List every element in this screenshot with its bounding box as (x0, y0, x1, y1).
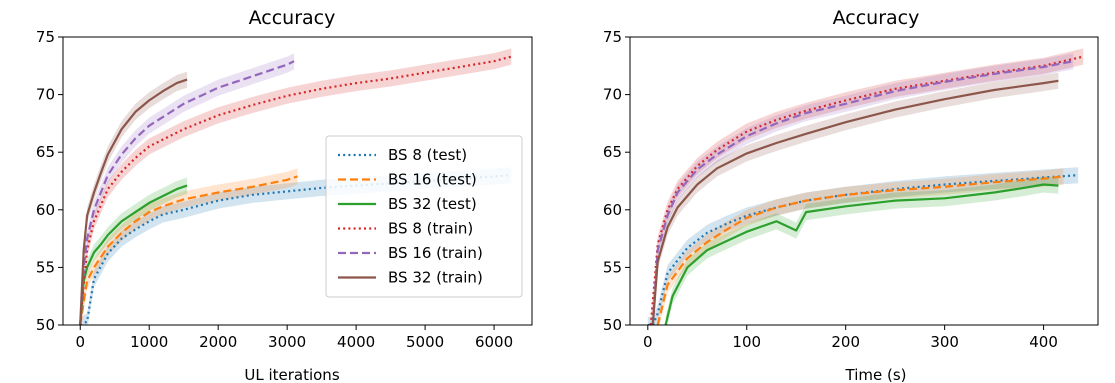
left-chart-title: Accuracy (249, 7, 336, 29)
left-x-tick-label-1: 1000 (130, 333, 168, 351)
right-plot-area (647, 48, 1084, 325)
right-x-tick-label-2: 200 (831, 333, 860, 351)
right-accuracy-panel: Accuracy Time (s) 0 100 200 300 400 50 55 60 65 7… (603, 7, 1099, 383)
right-series-line-4 (651, 60, 1074, 325)
left-y-tick-label-1: 55 (36, 258, 55, 276)
left-y-tick-label-5: 75 (36, 28, 55, 46)
right-x-tick-label-4: 400 (1029, 333, 1058, 351)
left-series-line-0 (79, 174, 512, 325)
right-y-tick-label-0: 50 (603, 316, 622, 334)
right-series-band-2 (665, 176, 1059, 325)
left-legend-label-0: BS 8 (test) (388, 146, 467, 164)
left-x-tick-label-4: 4000 (337, 333, 375, 351)
right-series-band-5 (652, 72, 1059, 325)
left-x-tick-label-3: 3000 (268, 333, 306, 351)
right-series-line-0 (647, 174, 1079, 325)
left-y-tick-label-0: 50 (36, 316, 55, 334)
left-legend-label-3: BS 8 (train) (388, 220, 473, 238)
right-y-tick-label-2: 60 (603, 201, 622, 219)
right-y-tick-label-4: 70 (603, 86, 622, 104)
right-y-tick-label-3: 65 (603, 143, 622, 161)
left-legend-label-1: BS 16 (test) (388, 171, 477, 189)
right-y-tick-label-1: 55 (603, 258, 622, 276)
right-series-line-5 (651, 79, 1059, 325)
left-series-band-2 (80, 177, 188, 325)
left-series-line-5 (79, 78, 188, 325)
right-x-tick-label-0: 0 (643, 333, 653, 351)
left-legend-label-2: BS 32 (test) (388, 195, 477, 213)
right-y-tick-label-5: 75 (603, 28, 622, 46)
right-x-tick-label-1: 100 (732, 333, 761, 351)
left-x-tick-label-6: 6000 (475, 333, 513, 351)
left-legend-box (325, 135, 523, 298)
left-y-tick-label-2: 60 (36, 201, 55, 219)
left-x-tick-label-2: 2000 (199, 333, 237, 351)
left-legend-label-5: BS 32 (train) (388, 269, 483, 287)
left-x-tick-label-5: 5000 (406, 333, 444, 351)
right-series-line-2 (664, 183, 1059, 325)
left-accuracy-panel: Accuracy UL iterations 0 1000 2000 3000 4000… (36, 7, 533, 383)
left-series-line-2 (79, 184, 188, 325)
right-x-axis-label: Time (s) (845, 366, 907, 383)
right-series-band-1 (657, 168, 1064, 325)
left-x-tick-label-0: 0 (75, 333, 85, 351)
right-series-line-3 (649, 55, 1084, 325)
right-axes-frame (629, 36, 1099, 326)
right-chart-title: Accuracy (833, 7, 920, 29)
left-series-line-3 (79, 55, 512, 325)
right-series-line-1 (656, 175, 1064, 325)
left-x-axis-label: UL iterations (244, 366, 339, 383)
right-x-tick-label-3: 300 (930, 333, 959, 351)
left-legend-label-4: BS 16 (train) (388, 244, 483, 262)
left-axes-frame (62, 36, 533, 326)
left-series-band-1 (80, 168, 298, 325)
left-y-tick-label-4: 70 (36, 86, 55, 104)
left-y-tick-label-3: 65 (36, 143, 55, 161)
left-series-band-0 (80, 167, 512, 325)
right-series-band-0 (647, 167, 1079, 325)
left-series-line-4 (79, 60, 295, 325)
left-legend: BS 8 (test) BS 16 (test) BS 32 (test) BS 8 … (325, 135, 523, 298)
left-series-band-4 (80, 53, 295, 325)
left-plot-area (79, 48, 512, 325)
